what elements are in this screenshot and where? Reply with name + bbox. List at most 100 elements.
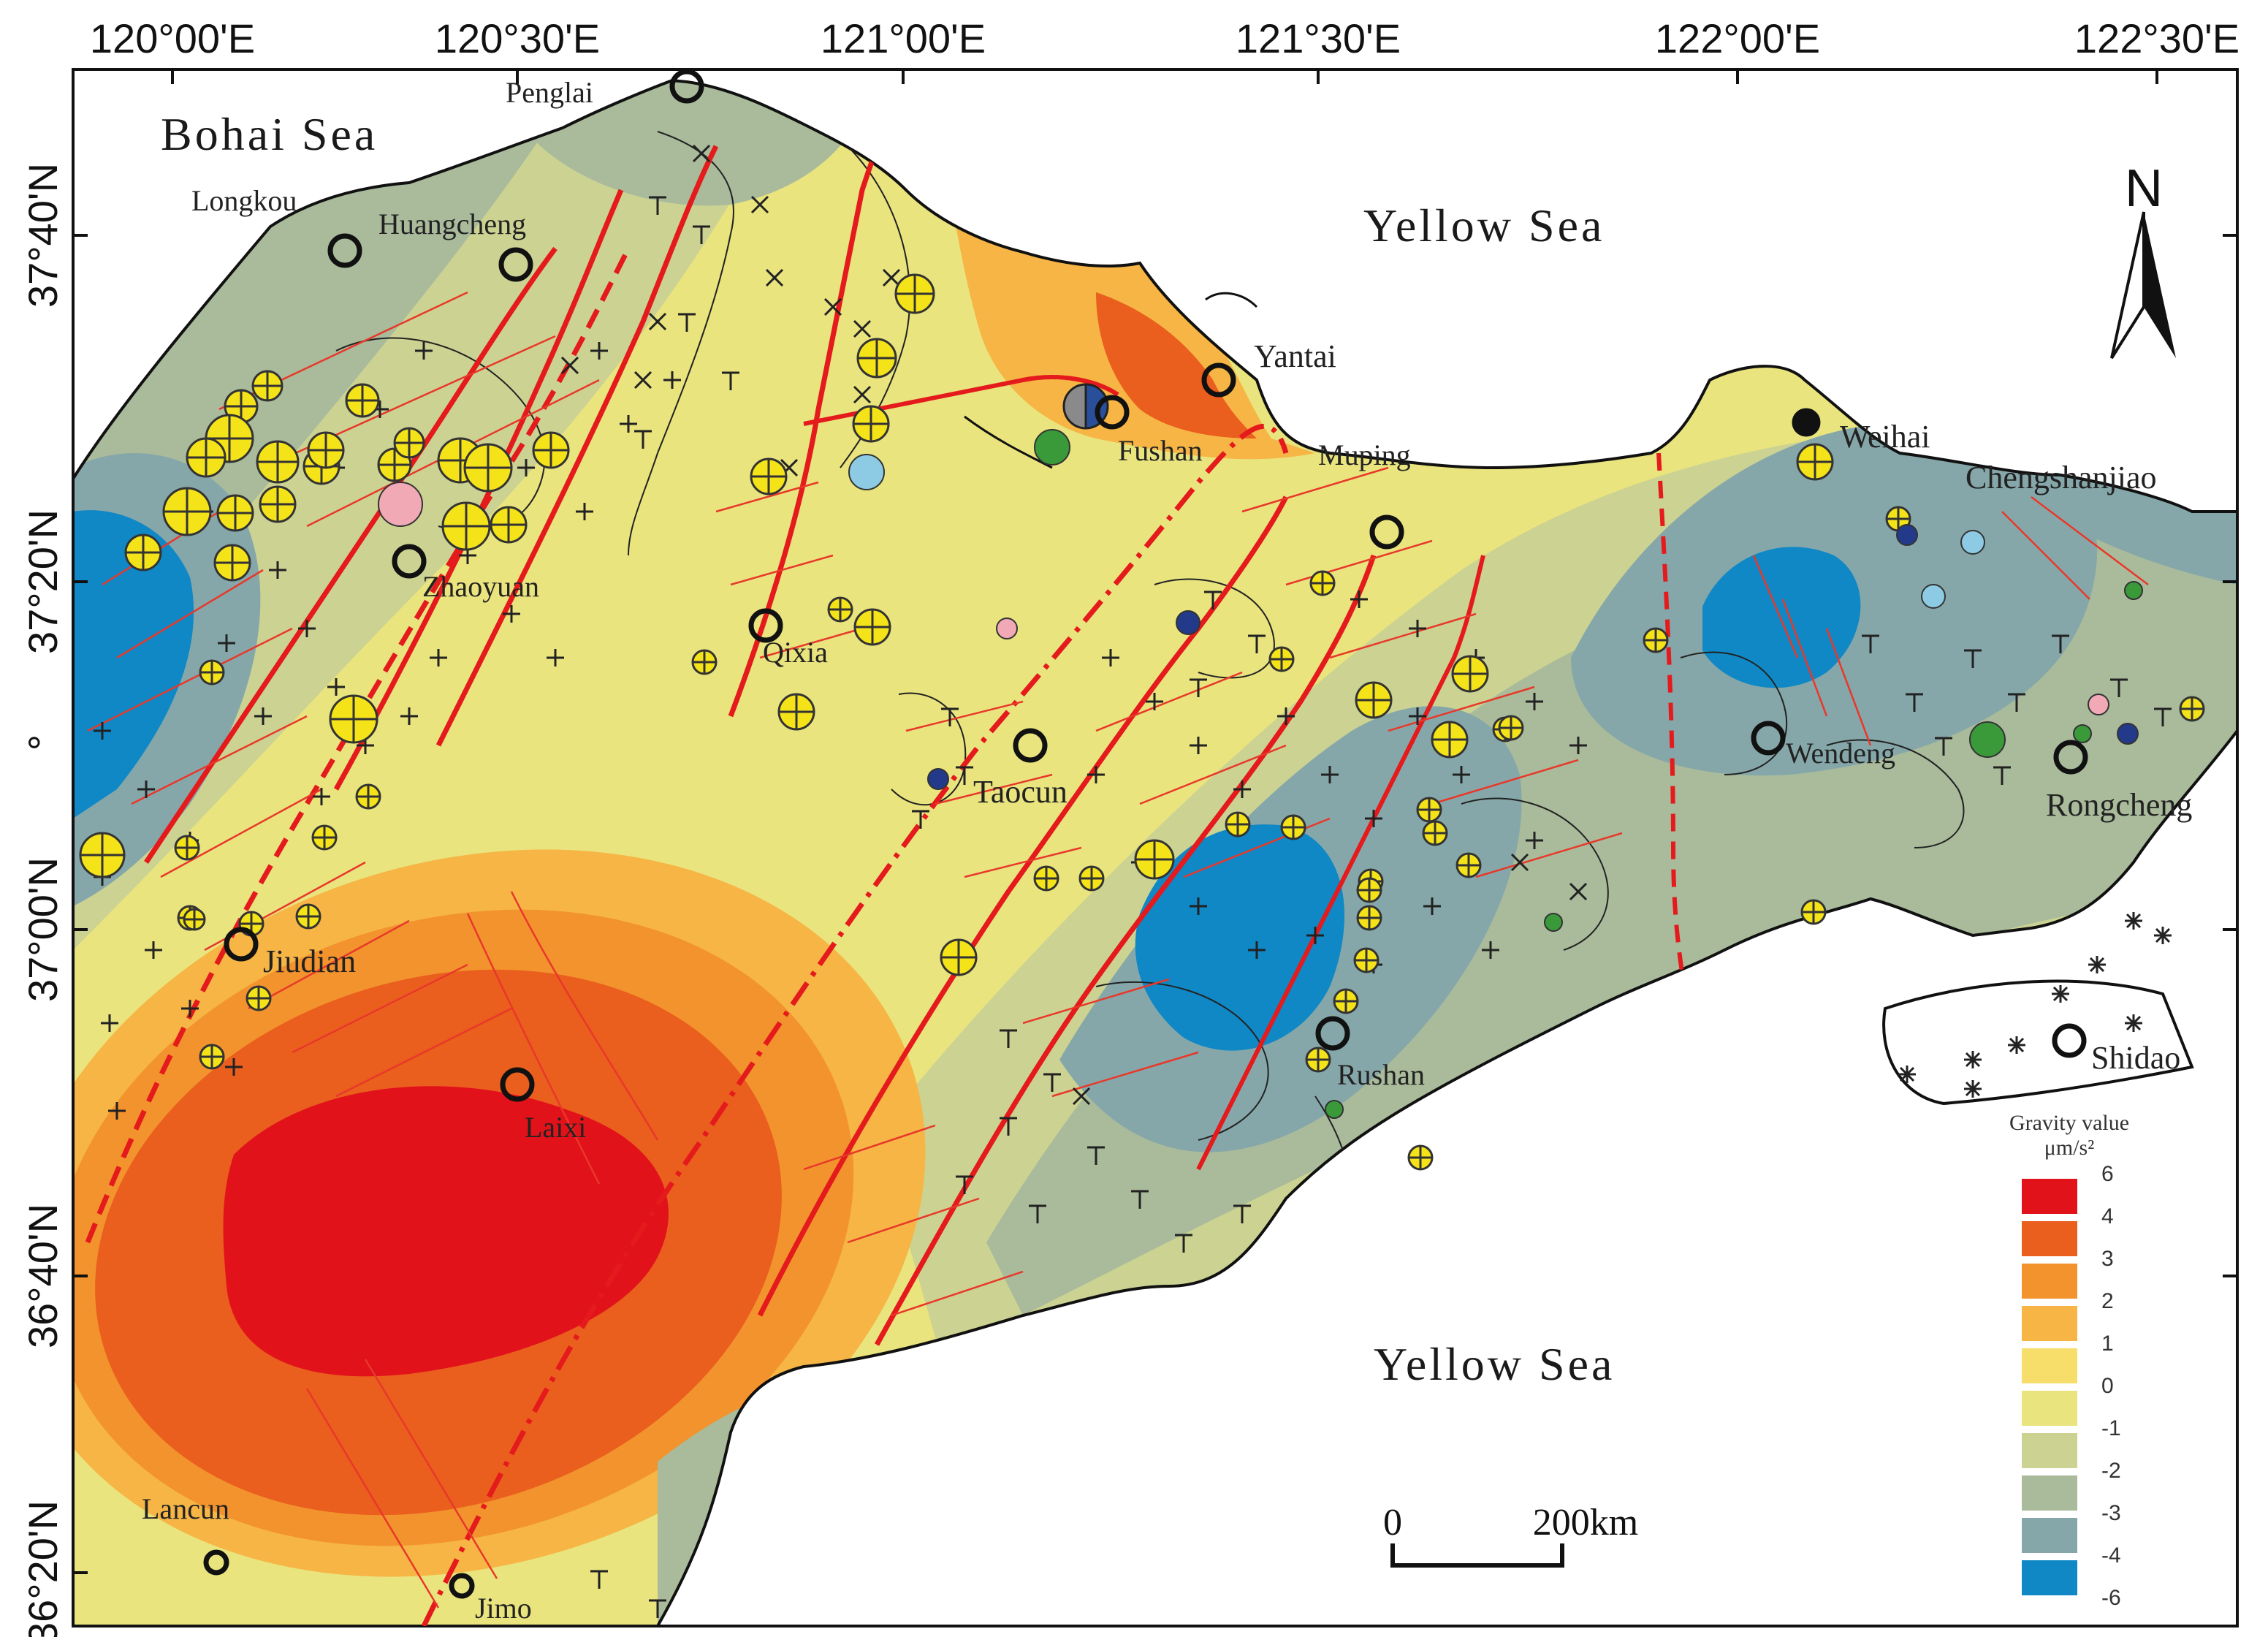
diorite-symbol: [634, 430, 652, 449]
gold-deposit-cross: [1887, 507, 1910, 531]
navy-deposit-marker: [1176, 610, 1200, 635]
green-deposit-marker: [1034, 429, 1070, 466]
gold-deposit-cross: [941, 940, 976, 975]
gold-deposit-cross: [395, 428, 424, 457]
gold-deposit-cross: [346, 384, 378, 417]
town-rushan: [1315, 1016, 1350, 1051]
diorite-symbol: [649, 196, 666, 215]
granite-symbol: [415, 342, 433, 360]
diorite-symbol: [1204, 590, 1222, 609]
gold-deposit-cross: [260, 487, 295, 522]
gold-deposit-cross: [206, 415, 253, 462]
legend-value-label: 4: [2101, 1204, 2114, 1228]
legend-values: 6 4 3 2 1 0 -1 -2 -3 -4 -6: [2101, 1162, 2121, 1610]
diorite-symbol: [956, 1175, 973, 1194]
x-symbol: [823, 297, 842, 316]
legend-swatch: [2020, 1559, 2079, 1597]
granite-symbol: [590, 342, 608, 360]
sea-label-yellow-north: Yellow Sea: [1363, 200, 1605, 251]
green-deposit-marker: [1325, 1100, 1344, 1119]
longitude-label-121-30: 121°30'E: [1236, 15, 1401, 61]
granite-symbol: [145, 941, 162, 959]
gold-deposit-cross: [2180, 697, 2204, 721]
latitude-label-36-40: 36°40'N: [20, 1204, 66, 1348]
longitude-label-120-00: 120°00'E: [90, 15, 255, 61]
granite-symbol: [1526, 832, 1543, 849]
granite-symbol: [430, 649, 447, 666]
granite-symbol: [108, 1102, 126, 1120]
gold-deposit-cross: [164, 488, 210, 535]
place-label-jimo: Jimo: [475, 1592, 532, 1625]
x-symbol: [633, 371, 652, 390]
scale-bar-start-label: 0: [1383, 1502, 1402, 1543]
gold-deposit-cross: [1644, 628, 1667, 652]
diorite-symbol: [1087, 1146, 1105, 1165]
north-arrow-icon: N: [2110, 159, 2176, 360]
place-label-rushan: Rushan: [1337, 1058, 1425, 1091]
legend-value-label: -1: [2101, 1416, 2121, 1440]
gold-deposit-cross: [1080, 867, 1103, 890]
diorite-symbol: [1000, 1117, 1017, 1136]
diorite-symbol: [1993, 766, 2011, 785]
gold-deposit-cross: [1311, 571, 1334, 595]
gold-deposit-cross: [175, 836, 199, 859]
legend-swatch: [2020, 1432, 2079, 1470]
sea-label-bohai: Bohai Sea: [161, 108, 378, 160]
granite-symbol: [1526, 693, 1543, 710]
place-label-wendeng: Wendeng: [1786, 737, 1895, 770]
town-wendeng: [1751, 721, 1786, 756]
diorite-symbol: [2154, 707, 2172, 726]
town-lancun: [203, 1549, 229, 1576]
shidao-star-symbols: [1898, 912, 2172, 1098]
gold-deposit-cross: [313, 826, 336, 849]
granite-symbol: [620, 415, 637, 433]
place-label-weihai: Weihai: [1840, 419, 1930, 455]
green-deposit-marker: [1544, 913, 1563, 932]
x-symbol: [750, 195, 769, 214]
town-rongcheng: [2053, 740, 2088, 775]
x-symbol: [765, 268, 784, 287]
gold-deposit-cross: [1499, 716, 1523, 740]
place-label-taocun: Taocun: [973, 774, 1068, 810]
latitude-label-37-20: 37°20'N: [20, 509, 66, 654]
gold-deposit-cross: [1356, 683, 1391, 718]
granite-symbol: [181, 1000, 199, 1017]
longitude-label-120-30: 120°30'E: [435, 15, 600, 61]
place-label-rongcheng: Rongcheng: [2046, 787, 2192, 823]
diorite-symbol: [912, 810, 929, 829]
gold-deposit-cross: [1797, 444, 1833, 479]
legend-swatch: [2020, 1474, 2079, 1512]
coastline: [72, 79, 2239, 1627]
granite-symbol: [1365, 810, 1382, 827]
gravity-legend: Gravity value μm/s² 6 4 3 2 1 0 -1 -2 -3 -4 -6: [2009, 1111, 2129, 1610]
town-penglai: [669, 69, 704, 104]
gold-deposit-cross: [1423, 821, 1447, 845]
legend-value-label: -3: [2101, 1501, 2121, 1525]
diorite-symbol: [1964, 649, 1982, 668]
star-symbol: [2125, 1014, 2142, 1032]
gold-deposit-cross: [1282, 816, 1305, 839]
longitude-label-122-30: 122°30'E: [2074, 15, 2240, 61]
legend-value-label: -2: [2101, 1459, 2121, 1483]
diorite-symbol: [2008, 693, 2025, 712]
navy-deposit-marker: [927, 768, 949, 790]
navy-deposit-marker: [2117, 723, 2139, 745]
place-label-muping: Muping: [1318, 438, 1411, 471]
diorite-symbol: [1862, 634, 1879, 653]
gold-deposit-cross: [1457, 854, 1480, 877]
gold-deposit-cross: [533, 433, 568, 468]
gold-deposit-cross: [126, 535, 161, 570]
star-symbol: [2125, 912, 2142, 930]
granite-symbol: [137, 780, 155, 798]
sea-label-yellow-south: Yellow Sea: [1374, 1338, 1615, 1390]
legend-value-label: 1: [2101, 1332, 2114, 1356]
town-longkou: [327, 233, 362, 268]
gravity-field: [73, 80, 2237, 1626]
gold-deposit-cross: [200, 1045, 224, 1068]
gold-deposit-cross: [1334, 990, 1358, 1013]
granite-symbol: [298, 620, 316, 637]
diorite-symbol: [956, 766, 973, 785]
x-symbol: [560, 356, 579, 375]
latitude-label-37-40: 37°40'N: [20, 163, 66, 308]
place-label-jiudian: Jiudian: [263, 943, 356, 979]
